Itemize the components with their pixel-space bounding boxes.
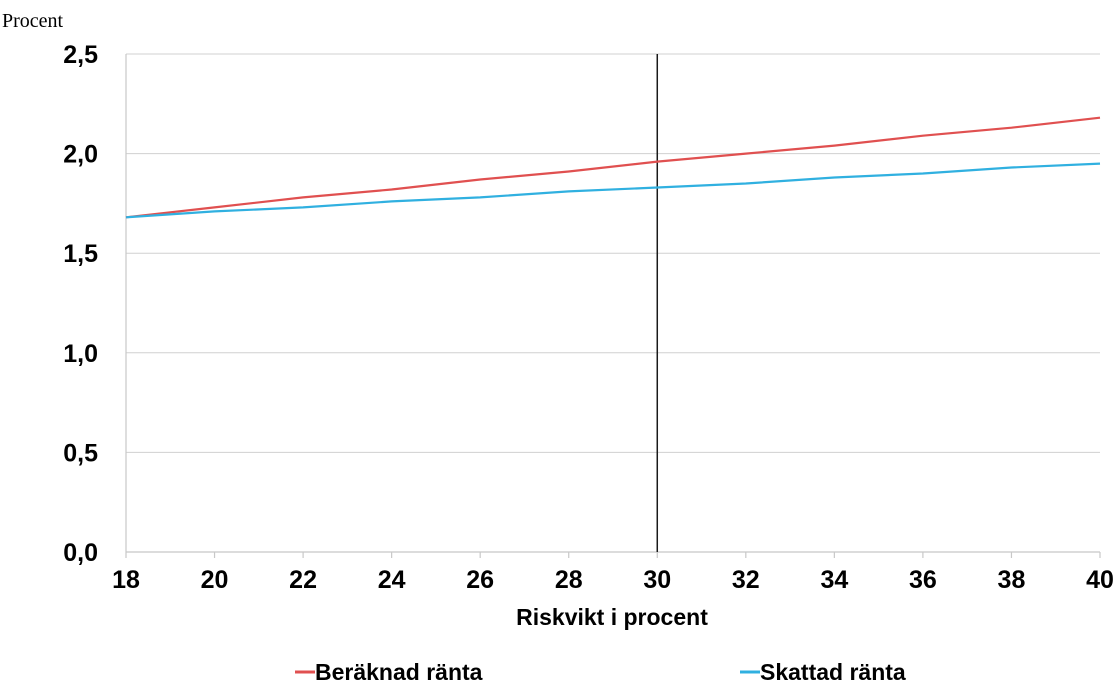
x-tick-label: 26 [466, 566, 494, 594]
gridlines [125, 53, 1100, 553]
x-tick-label: 40 [1086, 566, 1114, 594]
y-tick-label: 2,5 [63, 41, 98, 69]
y-tick-label: 2,0 [63, 141, 98, 169]
series-line-0 [125, 116, 1101, 219]
x-tick-label: 38 [998, 566, 1026, 594]
y-tick-labels: 0,0 0,5 1,0 1,5 2,0 2,5 [63, 41, 98, 567]
legend: Beräknad ränta Skattad ränta [295, 659, 906, 685]
x-tick-label: 18 [112, 566, 140, 594]
x-axis-label: Riskvikt i procent [516, 604, 708, 630]
y-tick-label: 0,0 [63, 539, 98, 567]
x-tick-label: 20 [201, 566, 229, 594]
series-lines [125, 116, 1101, 219]
x-tick-labels: 18 20 22 24 26 28 30 32 34 36 38 40 [112, 552, 1114, 594]
legend-label-0: Beräknad ränta [315, 659, 483, 685]
legend-label-1: Skattad ränta [760, 659, 906, 685]
series-line-1 [125, 162, 1101, 219]
y-tick-label: 0,5 [63, 439, 98, 467]
x-tick-label: 34 [820, 566, 848, 594]
x-tick-label: 24 [378, 566, 406, 594]
y-tick-label: 1,0 [63, 340, 98, 368]
x-tick-label: 30 [643, 566, 671, 594]
x-tick-label: 22 [289, 566, 317, 594]
y-axis-label: Procent [2, 10, 64, 32]
y-tick-label: 1,5 [63, 240, 98, 268]
x-tick-label: 28 [555, 566, 583, 594]
x-tick-label: 32 [732, 566, 760, 594]
x-tick-label: 36 [909, 566, 937, 594]
